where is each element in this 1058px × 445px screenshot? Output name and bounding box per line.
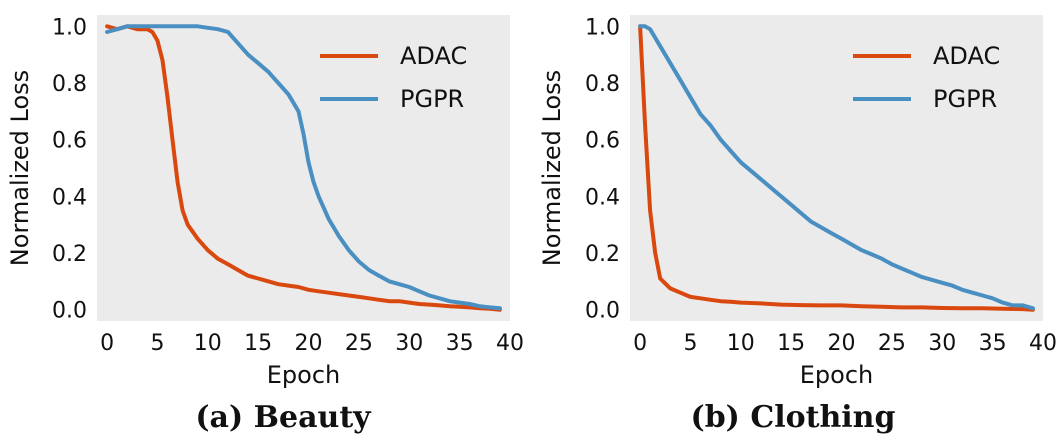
series-line-pgpr (638, 24, 1035, 311)
series-line-adac (105, 24, 502, 312)
y-tick-label: 1.0 (585, 15, 620, 40)
y-tick-label: 0.2 (585, 242, 620, 267)
x-tick-label: 40 (496, 331, 524, 356)
plot-area (97, 15, 510, 321)
x-tick-label: 25 (878, 331, 906, 356)
x-tick-label: 15 (244, 331, 272, 356)
chart-panel-beauty: 0 5 10 15 20 25 30 35 40 0.0 0.2 0.4 0.6 0.8 1.0 ADAC P… (6, 15, 524, 435)
y-axis-label: Normalized Loss (538, 70, 566, 266)
x-tick-label: 0 (100, 331, 114, 356)
y-tick-label: 0.8 (585, 72, 620, 97)
x-tick-label: 0 (633, 331, 647, 356)
series-line-pgpr (105, 24, 502, 311)
x-tick-label: 20 (828, 331, 856, 356)
legend-label-adac: ADAC (933, 42, 1000, 70)
chart-caption: (b) Clothing (691, 400, 896, 435)
y-tick-label: 0.4 (585, 185, 620, 210)
legend-label-pgpr: PGPR (400, 85, 464, 113)
tick-labels: 0 5 10 15 20 25 30 35 40 0.0 0.2 0.4 0.6 0.8 1.0 (585, 15, 1057, 356)
legend: ADAC PGPR (320, 42, 467, 113)
y-tick-label: 0.6 (585, 129, 620, 154)
x-tick-label: 30 (928, 331, 956, 356)
x-tick-label: 20 (295, 331, 323, 356)
y-axis-label: Normalized Loss (6, 70, 34, 266)
x-tick-label: 25 (345, 331, 373, 356)
y-tick-label: 0.0 (52, 299, 87, 324)
y-tick-label: 0.0 (585, 299, 620, 324)
x-tick-label: 5 (150, 331, 164, 356)
y-tick-label: 1.0 (52, 15, 87, 40)
y-tick-label: 0.2 (52, 242, 87, 267)
series-lines (638, 24, 1035, 312)
series-lines (105, 24, 502, 312)
series-line-adac (638, 24, 1035, 312)
x-axis-label: Epoch (267, 361, 341, 389)
y-tick-label: 0.8 (52, 72, 87, 97)
y-tick-label: 0.6 (52, 129, 87, 154)
x-tick-label: 30 (395, 331, 423, 356)
legend: ADAC PGPR (853, 42, 1000, 113)
x-tick-label: 35 (979, 331, 1007, 356)
chart-caption: (a) Beauty (195, 400, 372, 435)
y-tick-label: 0.4 (52, 185, 87, 210)
legend-label-adac: ADAC (400, 42, 467, 70)
legend-label-pgpr: PGPR (933, 85, 997, 113)
chart-panel-clothing: 0 5 10 15 20 25 30 35 40 0.0 0.2 0.4 0.6 0.8 1.0 ADAC P… (538, 15, 1057, 435)
plot-area (630, 15, 1043, 321)
x-tick-label: 10 (727, 331, 755, 356)
x-axis-label: Epoch (800, 361, 874, 389)
x-tick-label: 40 (1029, 331, 1057, 356)
x-tick-label: 5 (683, 331, 697, 356)
tick-labels: 0 5 10 15 20 25 30 35 40 0.0 0.2 0.4 0.6 0.8 1.0 (52, 15, 524, 356)
x-tick-label: 15 (777, 331, 805, 356)
x-tick-label: 35 (446, 331, 474, 356)
x-tick-label: 10 (194, 331, 222, 356)
